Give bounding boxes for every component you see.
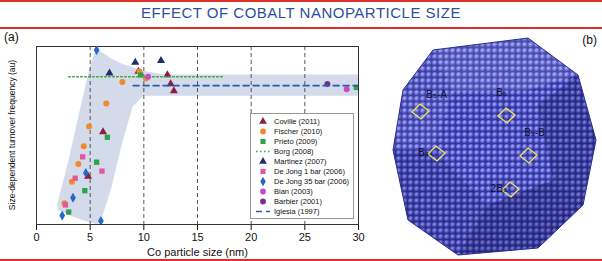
html-text:(a): (a)	[4, 30, 19, 44]
svg-text:B₆: B₆	[496, 87, 507, 98]
svg-text:15: 15	[191, 231, 203, 243]
html-text:Size-dependent turnover freque: Size-dependent turnover frequency (au)	[7, 59, 18, 211]
html-text:EFFECT OF COBALT NANOPARTICLE: EFFECT OF COBALT NANOPARTICLE SIZE	[141, 4, 461, 21]
svg-text:2B₃: 2B₃	[490, 183, 507, 194]
html-text:Bian (2003): Bian (2003)	[274, 186, 313, 196]
html-text:De Jong 35 bar (2006): De Jong 35 bar (2006)	[274, 176, 350, 186]
html-text:Fischer (2010): Fischer (2010)	[274, 126, 323, 136]
html-text:Barbier (2001): Barbier (2001)	[274, 196, 322, 206]
html-text:Martinez (2007): Martinez (2007)	[274, 156, 327, 166]
svg-text:25: 25	[299, 231, 311, 243]
svg-text:(b): (b)	[582, 33, 597, 47]
html-text:De Jong 1 bar (2006): De Jong 1 bar (2006)	[274, 166, 345, 176]
svg-text:5: 5	[87, 231, 93, 243]
html-text:Coville (2011): Coville (2011)	[274, 116, 320, 126]
svg-text:10: 10	[138, 231, 150, 243]
svg-text:Co particle size (nm): Co particle size (nm)	[147, 246, 248, 258]
html-text:Prieto (2009): Prieto (2009)	[274, 136, 318, 146]
svg-text:20: 20	[245, 231, 257, 243]
svg-text:B₄: B₄	[418, 147, 429, 158]
svg-text:B₅-A: B₅-A	[426, 89, 447, 100]
svg-text:B₅-B: B₅-B	[524, 127, 545, 138]
svg-text:0: 0	[33, 231, 39, 243]
html-text:Borg (2008): Borg (2008)	[274, 146, 314, 156]
svg-text:30: 30	[352, 231, 364, 243]
html-text:Iglesia (1997): Iglesia (1997)	[274, 206, 320, 216]
